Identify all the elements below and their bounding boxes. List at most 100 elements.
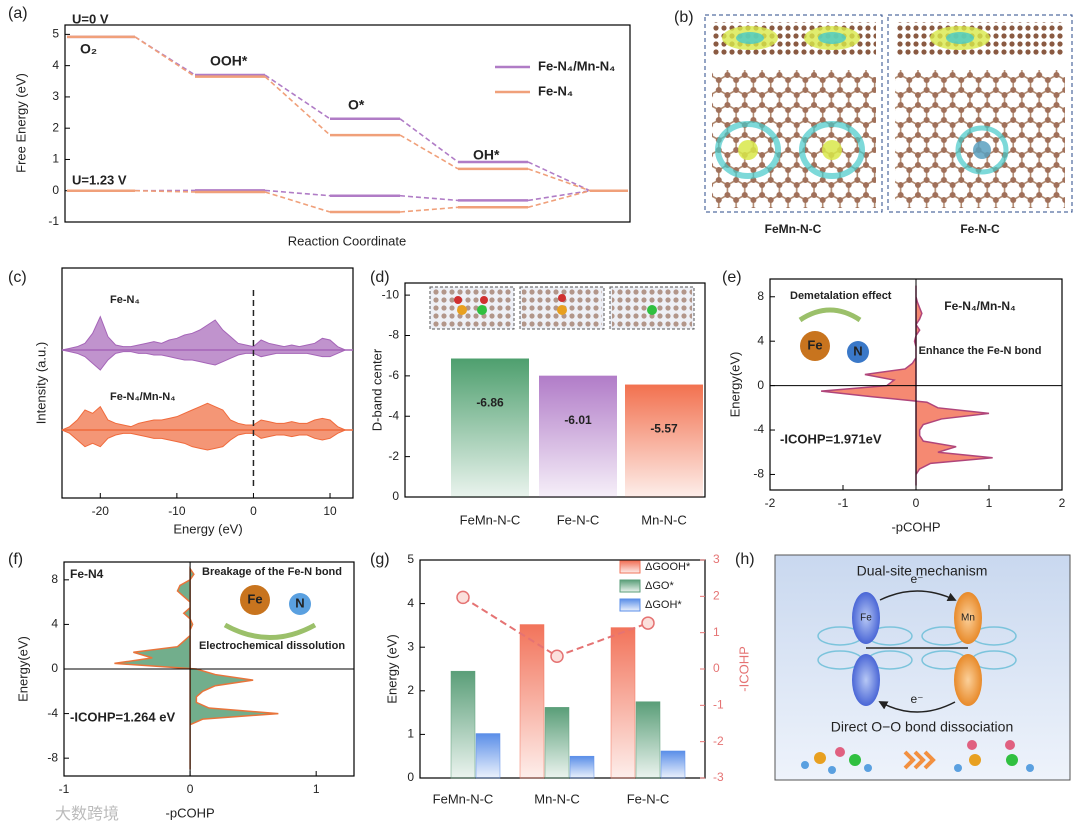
panel-label: (d) (370, 269, 390, 286)
atom (558, 294, 566, 302)
y-tick-label: 0 (757, 378, 764, 392)
atom-label: Fe (807, 337, 822, 352)
level-connector (264, 74, 331, 120)
orbital (852, 654, 880, 706)
atom (480, 296, 488, 304)
bar (544, 707, 570, 779)
electron-arrow (879, 590, 957, 601)
atom (240, 585, 270, 615)
x-tick-label: -1 (838, 496, 849, 510)
level-connector (527, 168, 591, 192)
y-tick-label: 0 (52, 183, 59, 197)
icohp-marker (641, 616, 655, 630)
series-label: Fe-N₄ (110, 294, 140, 306)
panel-label: (a) (8, 5, 28, 22)
panel-label: (h) (735, 551, 755, 568)
x-tick-label: Mn-N-C (534, 791, 580, 806)
electron-label: e⁻ (910, 692, 923, 706)
y-tick-label: 2 (407, 683, 414, 697)
atom-label: Fe (247, 591, 262, 606)
y-tick-label: 3 (713, 552, 720, 566)
panel-label: (g) (370, 551, 390, 568)
atom (289, 593, 311, 615)
orbital (954, 592, 982, 644)
level-label: O* (348, 97, 365, 113)
y-tick-label: 0 (51, 661, 58, 675)
panel-label: (e) (722, 269, 742, 286)
axis-label: Energy (eV) (173, 521, 242, 536)
y-tick-label: 2 (713, 589, 720, 603)
charge-density (946, 32, 974, 44)
atom-label: N (853, 343, 862, 358)
level-connector (527, 189, 591, 209)
atom (557, 305, 567, 315)
bar (475, 733, 501, 779)
y-tick-label: 4 (51, 617, 58, 631)
x-tick-label: Fe-N-C (627, 791, 670, 806)
charge-density (822, 140, 842, 160)
atom (847, 341, 869, 363)
atom (477, 305, 487, 315)
x-tick-label: FeMn-N-C (460, 512, 521, 527)
level-label: OH* (473, 147, 500, 163)
level-connector (527, 189, 591, 202)
bar (451, 358, 529, 497)
y-tick-label: -4 (753, 422, 764, 436)
annotation: -ICOHP=1.971eV (780, 431, 882, 446)
level-connector (527, 161, 591, 192)
axis-label: Reaction Coordinate (288, 233, 407, 248)
level-connector (399, 118, 459, 163)
mechanism-schematic (774, 554, 1071, 781)
legend-swatch (619, 579, 641, 593)
dos-area (61, 402, 346, 431)
orbital (954, 654, 982, 706)
legend-swatch (619, 560, 641, 574)
legend-label: ΔGOH* (645, 599, 682, 611)
bar (660, 750, 686, 779)
y-tick-label: 3 (407, 639, 414, 653)
x-tick-label: 1 (986, 496, 993, 510)
bar (450, 670, 476, 779)
watermark: 大数跨境 (55, 804, 119, 823)
level-connector (264, 191, 331, 213)
dos-area (61, 315, 346, 351)
y-tick-label: -8 (753, 467, 764, 481)
charge-density (715, 121, 781, 179)
x-tick-label: 1 (313, 782, 320, 796)
y-tick-label: 4 (757, 333, 764, 347)
y-tick-label: -4 (47, 706, 58, 720)
annotation: Breakage of the Fe-N bond (202, 566, 342, 578)
y-tick-label: 2 (52, 120, 59, 134)
atom (800, 331, 830, 361)
level-label: OOH* (210, 53, 248, 69)
icohp-marker (456, 590, 470, 605)
x-tick-label: 10 (323, 504, 337, 518)
annotation: Enhance the Fe-N bond (919, 345, 1042, 357)
x-tick-label: -20 (92, 504, 110, 518)
axis-label: D-band center (369, 348, 384, 431)
axis-label: Energy(eV) (15, 636, 30, 702)
atom (647, 305, 657, 315)
axis-label: Energy(eV) (727, 352, 742, 418)
x-tick-label: -1 (59, 782, 70, 796)
y-tick-label: -8 (47, 750, 58, 764)
y-tick-label: -3 (713, 770, 724, 784)
y-tick-label: 0 (713, 661, 720, 675)
level-label: O₂ (80, 41, 97, 57)
top-view (895, 70, 1065, 208)
atom (454, 296, 462, 304)
structure-images (704, 14, 1073, 213)
inset-structures (429, 286, 695, 330)
level-connector (264, 189, 331, 197)
y-tick-label: 1 (52, 152, 59, 166)
structure-name: FeMn-N-C (765, 222, 822, 236)
x-tick-label: 0 (187, 782, 194, 796)
level-connector (264, 76, 331, 136)
axis-label: Intensity (a.u.) (33, 342, 48, 424)
y-tick-label: 4 (407, 596, 414, 610)
x-tick-label: 2 (1059, 496, 1066, 510)
axis-label: -pCOHP (166, 805, 215, 820)
y-tick-label: 4 (52, 58, 59, 72)
y-tick-label: 0 (407, 770, 414, 784)
